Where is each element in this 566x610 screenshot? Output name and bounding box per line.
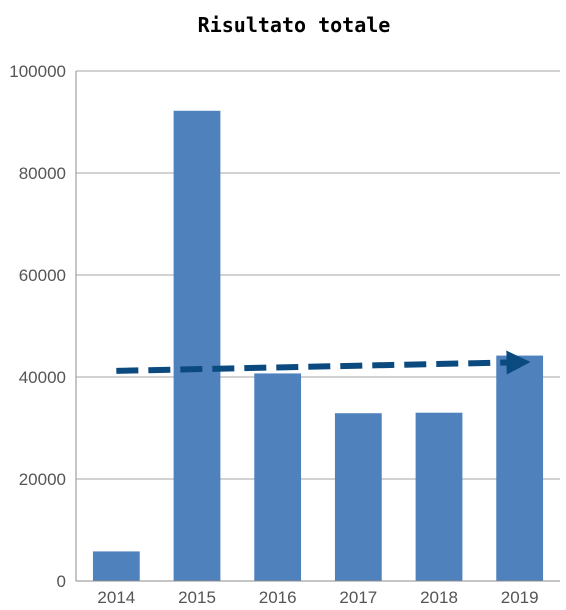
bars bbox=[92, 110, 544, 581]
bar-2014 bbox=[92, 551, 140, 581]
x-tick-label: 2014 bbox=[97, 588, 135, 607]
x-axis-tick-labels: 2014 2015 2016 2017 2018 2019 bbox=[97, 588, 538, 607]
bar-2015 bbox=[173, 110, 221, 581]
x-tick-label: 2019 bbox=[501, 588, 539, 607]
bar-2017 bbox=[334, 413, 382, 581]
trendline-arrow bbox=[116, 350, 531, 375]
y-tick-label: 100000 bbox=[9, 62, 66, 81]
x-tick-label: 2018 bbox=[420, 588, 458, 607]
x-tick-label: 2016 bbox=[259, 588, 297, 607]
y-tick-label: 40000 bbox=[19, 368, 66, 387]
x-tick-label: 2015 bbox=[178, 588, 216, 607]
bar-2019 bbox=[496, 355, 544, 581]
y-tick-label: 20000 bbox=[19, 470, 66, 489]
grid-lines bbox=[76, 70, 560, 480]
y-tick-label: 60000 bbox=[19, 266, 66, 285]
y-tick-label: 80000 bbox=[19, 164, 66, 183]
y-axis-tick-labels: 0 20000 40000 60000 80000 100000 bbox=[9, 62, 66, 591]
trendline bbox=[116, 350, 531, 375]
chart-title: Risultato totale bbox=[198, 13, 391, 37]
axes bbox=[75, 71, 560, 582]
bar-2018 bbox=[415, 412, 463, 581]
x-tick-label: 2017 bbox=[339, 588, 377, 607]
y-tick-label: 0 bbox=[57, 572, 66, 591]
bar-2016 bbox=[254, 373, 302, 581]
